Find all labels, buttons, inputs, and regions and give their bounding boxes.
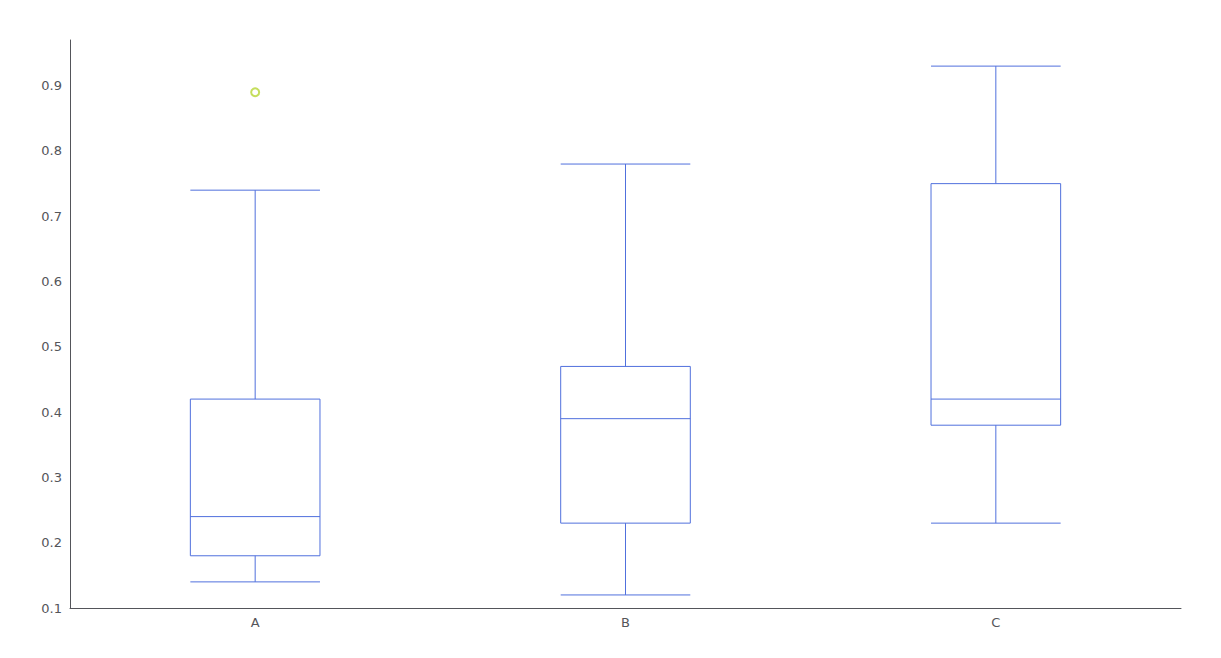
svg-text:0.7: 0.7 (41, 209, 62, 224)
svg-text:0.3: 0.3 (41, 470, 62, 485)
svg-text:0.2: 0.2 (41, 535, 62, 550)
svg-text:0.5: 0.5 (41, 339, 62, 354)
svg-text:0.9: 0.9 (41, 78, 62, 93)
svg-text:C: C (991, 615, 1000, 630)
svg-text:0.8: 0.8 (41, 143, 62, 158)
svg-text:0.1: 0.1 (41, 601, 62, 616)
svg-text:0.6: 0.6 (41, 274, 62, 289)
svg-text:A: A (251, 615, 260, 630)
svg-text:0.4: 0.4 (41, 405, 62, 420)
svg-text:B: B (621, 615, 630, 630)
